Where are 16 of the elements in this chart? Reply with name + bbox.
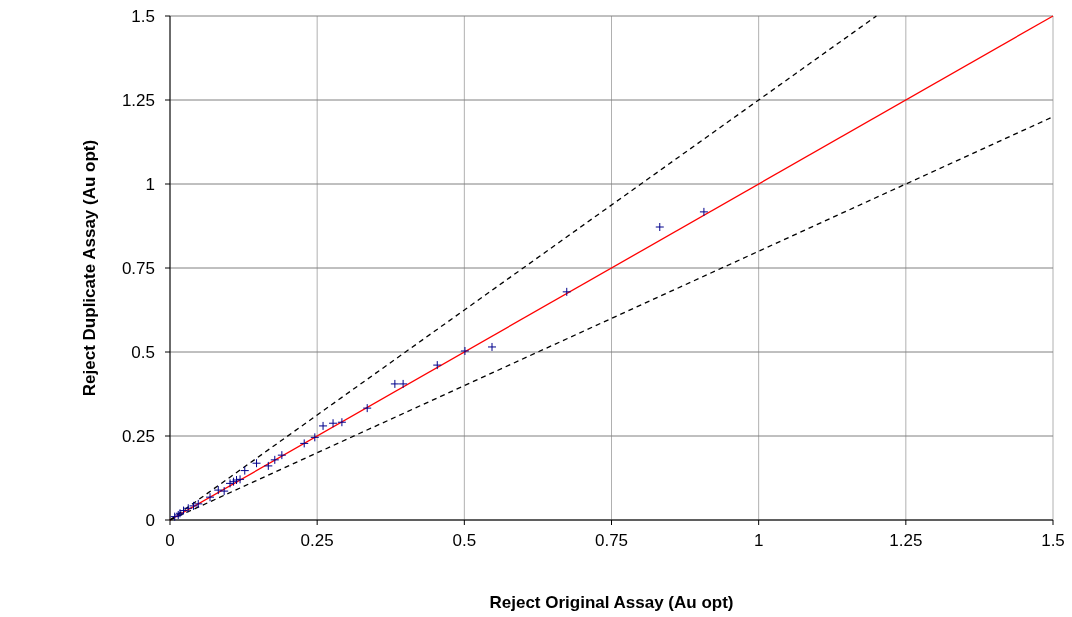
y-tick-label: 1.25 xyxy=(121,91,155,110)
y-tick-label: 0.75 xyxy=(121,259,155,278)
x-tick-label: 0.25 xyxy=(300,531,334,550)
x-tick-label: 1.5 xyxy=(1041,531,1065,550)
x-tick-label: 0.5 xyxy=(452,531,477,550)
y-axis-title: Reject Duplicate Assay (Au opt) xyxy=(80,139,99,397)
y-tick-label: 0.5 xyxy=(131,343,155,362)
x-tick-label: 1 xyxy=(753,531,764,550)
x-axis-title: Reject Original Assay (Au opt) xyxy=(489,593,734,612)
y-tick-label: 0 xyxy=(145,511,155,530)
x-tick-label: 0.75 xyxy=(594,531,629,550)
y-tick-label: 1 xyxy=(145,175,155,194)
x-tick-label: 1.25 xyxy=(889,531,923,550)
y-tick-label: 0.25 xyxy=(121,427,155,446)
y-tick-label: 1.5 xyxy=(131,7,155,26)
x-tick-label: 0 xyxy=(165,531,175,550)
